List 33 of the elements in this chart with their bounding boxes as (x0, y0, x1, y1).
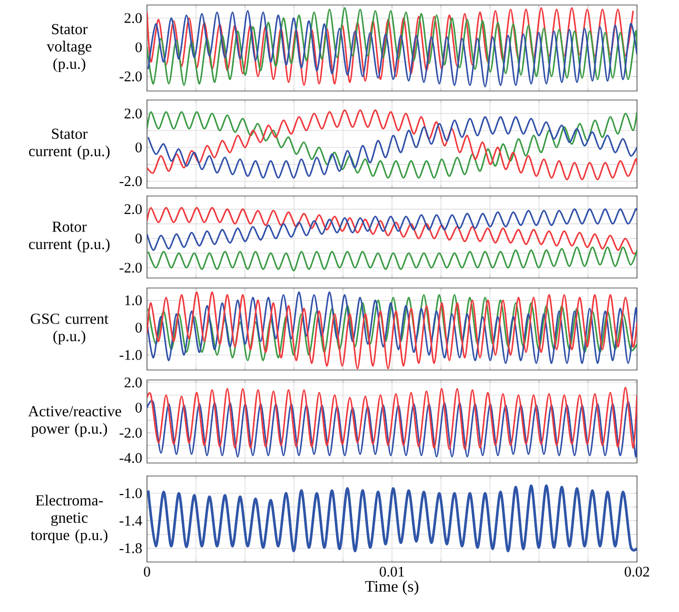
y-tick-label: -1.8 (120, 543, 142, 554)
y-tick-label: 1.0 (125, 295, 142, 306)
line-series (147, 484, 637, 552)
x-axis-title: Time (s) (365, 580, 418, 596)
y-axis-title: Stator voltage (p.u.) (46, 24, 92, 72)
line-series (147, 246, 637, 272)
y-tick-label: 0 (136, 42, 142, 52)
y-axis-title: Electroma-gnetic torque (p.u.) (30, 494, 108, 544)
y-tick-label: 0 (136, 402, 142, 413)
y-axis-title: GSC current (p.u.) (30, 314, 108, 344)
y-tick-label: 2.0 (124, 108, 142, 119)
y-tick-label: -2.0 (120, 428, 142, 438)
y-tick-label: 0 (136, 234, 142, 244)
y-axis-title: Active/reactive power (p.u.) (28, 406, 122, 437)
y-tick-label: 0 (136, 142, 142, 152)
y-tick-label: -2.0 (120, 262, 142, 273)
y-tick-label: -1.0 (120, 488, 142, 498)
y-axis-title: Rotor current (p.u.) (29, 222, 110, 252)
x-tick-label: 0.02 (624, 566, 650, 577)
y-tick-label: -4.0 (120, 453, 142, 463)
y-tick-label: -2.0 (120, 71, 142, 82)
y-axis-title: Stator current (p.u.) (29, 128, 110, 160)
line-series (147, 400, 637, 458)
y-tick-label: 2.0 (124, 13, 142, 24)
y-tick-label: -1.4 (120, 516, 142, 526)
y-tick-label: 0 (136, 322, 142, 333)
y-tick-label: 2.0 (124, 378, 142, 388)
y-tick-label: 2.0 (124, 204, 142, 214)
y-tick-label: -2.0 (120, 176, 142, 186)
y-tick-label: -1.0 (120, 350, 142, 360)
line-series (147, 386, 637, 450)
x-tick-label: 0.01 (380, 566, 404, 577)
x-tick-label: 0 (144, 566, 150, 577)
